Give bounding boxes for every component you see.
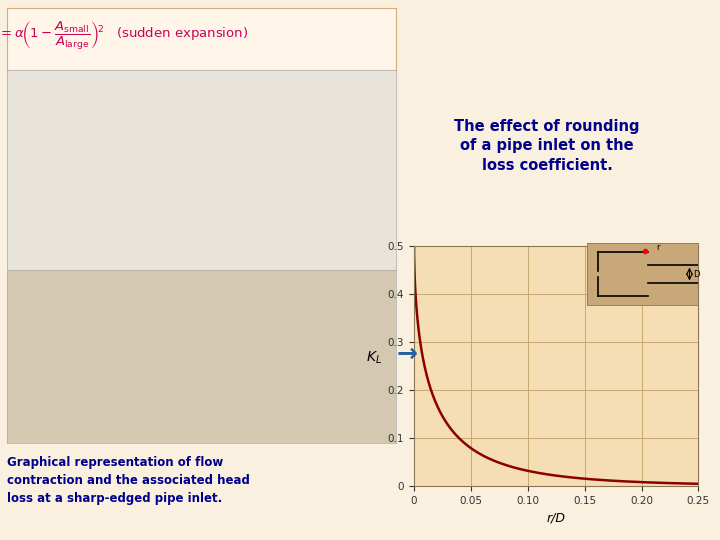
Text: Graphical representation of flow
contraction and the associated head
loss at a s: Graphical representation of flow contrac… [7, 456, 250, 505]
Y-axis label: $K_L$: $K_L$ [366, 349, 382, 366]
Text: →: → [396, 342, 418, 366]
Text: The effect of rounding
of a pipe inlet on the
loss coefficient.: The effect of rounding of a pipe inlet o… [454, 118, 640, 173]
X-axis label: r/D: r/D [546, 511, 566, 524]
Text: r: r [656, 244, 660, 253]
Text: D: D [693, 269, 699, 279]
Text: $K_L = \alpha\!\left(1 - \dfrac{A_{\rm small}}{A_{\rm large}}\right)^{\!2}$   (s: $K_L = \alpha\!\left(1 - \dfrac{A_{\rm s… [0, 20, 248, 52]
